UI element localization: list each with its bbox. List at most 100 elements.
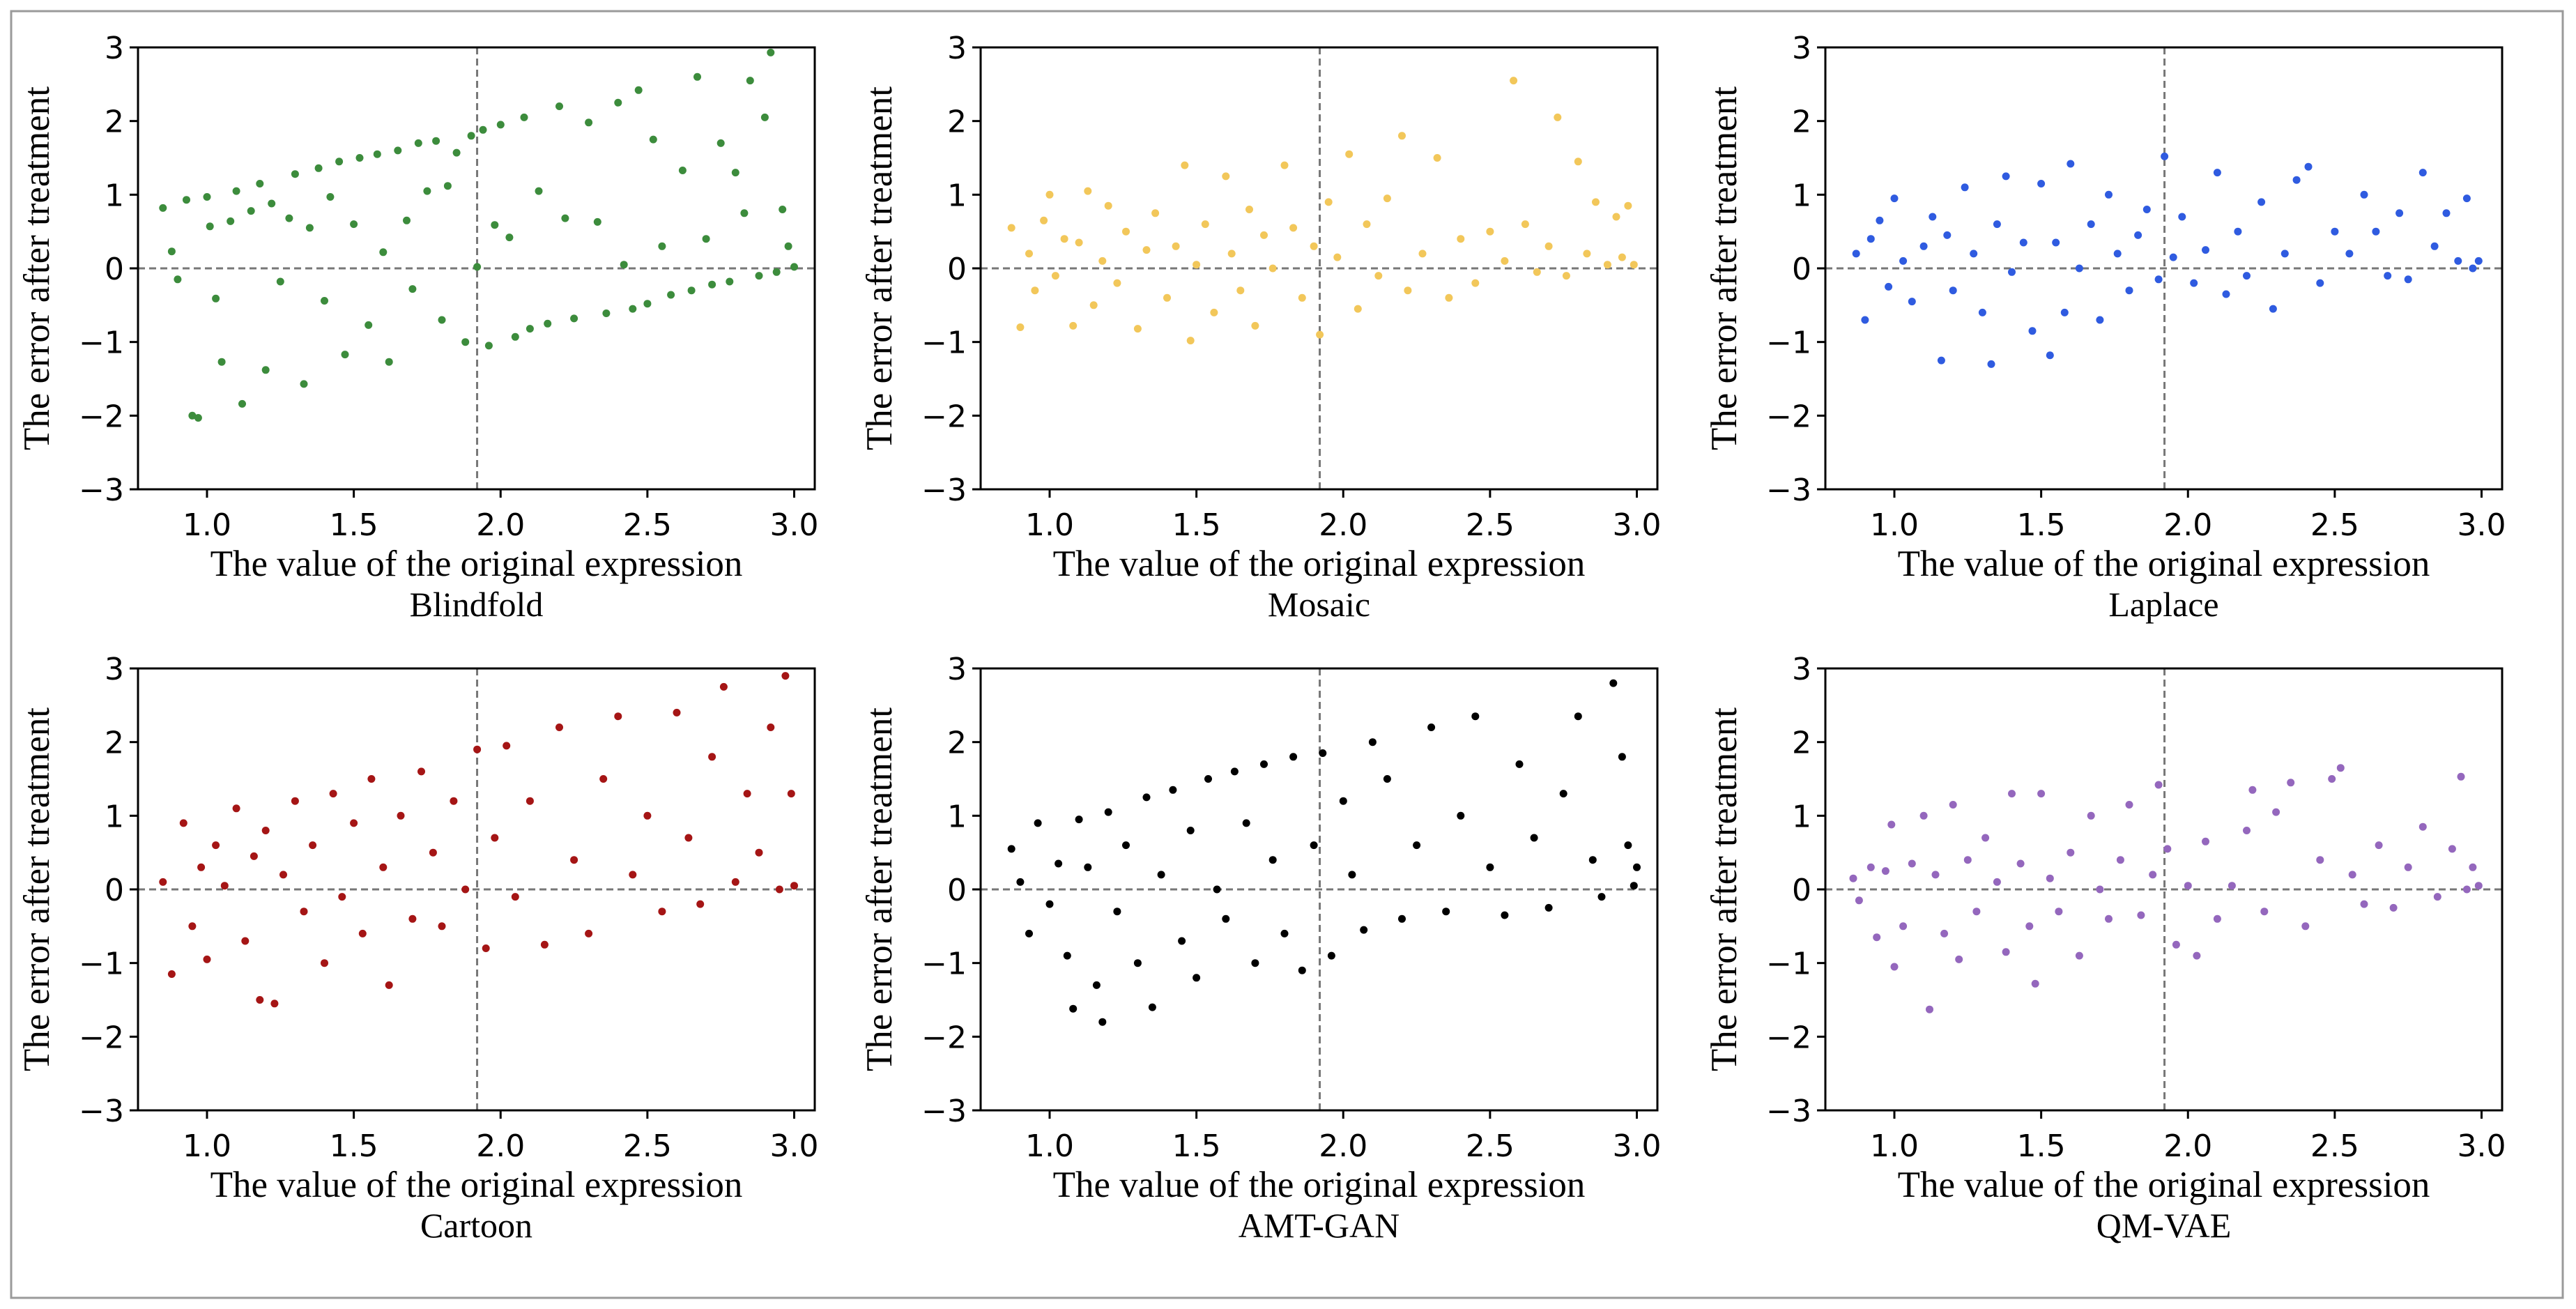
data-point <box>300 380 308 388</box>
data-point <box>309 841 317 850</box>
data-point <box>452 148 461 157</box>
data-point <box>1236 286 1245 295</box>
data-point <box>2116 856 2124 864</box>
data-point <box>614 712 622 721</box>
data-point <box>217 358 226 366</box>
data-point <box>2016 859 2025 868</box>
data-point <box>167 247 176 256</box>
data-point <box>2301 922 2310 931</box>
data-point <box>673 708 681 717</box>
data-point <box>1993 878 2001 886</box>
data-point <box>484 342 493 350</box>
data-point <box>1849 874 1857 882</box>
data-point <box>2046 351 2054 360</box>
data-point <box>417 767 425 776</box>
data-point <box>1151 209 1160 217</box>
data-point <box>206 222 214 231</box>
data-point <box>643 811 652 820</box>
data-point <box>1515 760 1524 768</box>
x-tick-label: 3.0 <box>1613 507 1662 543</box>
data-point <box>2272 808 2280 816</box>
data-point <box>2404 275 2412 284</box>
x-tick-label: 2.0 <box>476 507 525 543</box>
data-point <box>2184 882 2192 890</box>
x-tick-label: 2.5 <box>2310 507 2359 543</box>
data-point <box>1260 760 1268 768</box>
data-point <box>1031 286 1039 295</box>
y-tick-label: 3 <box>105 31 124 66</box>
data-point <box>1034 819 1042 827</box>
y-tick-label: −3 <box>1766 473 1811 508</box>
data-point <box>526 797 534 805</box>
y-tick-label: 1 <box>947 178 967 213</box>
data-point <box>1163 293 1171 302</box>
data-point <box>314 164 323 172</box>
x-tick-label: 2.0 <box>2163 1128 2212 1164</box>
data-point <box>2375 841 2383 850</box>
data-point <box>1887 820 1896 829</box>
data-point <box>2316 856 2324 864</box>
data-point <box>1588 856 1597 864</box>
data-point <box>438 922 446 931</box>
data-point <box>1260 231 1268 239</box>
scatter-panel-cartoon: 1.0 1.5 2.0 2.5 3.0 −3 −2 −1 0 1 2 3 The value of th… <box>17 652 819 1245</box>
y-tick-label: −2 <box>921 1020 967 1055</box>
data-point <box>602 309 611 317</box>
data-point <box>1961 183 1969 192</box>
data-point <box>194 414 202 422</box>
x-axis-label: The value of the original expression <box>1898 544 2430 584</box>
data-point <box>247 207 255 215</box>
data-point <box>291 170 299 178</box>
y-tick-label: −1 <box>79 326 124 361</box>
y-tick-label: −1 <box>1766 326 1811 361</box>
y-tick-label: −2 <box>79 399 124 434</box>
data-point <box>1993 220 2001 229</box>
data-point <box>496 121 505 129</box>
data-point <box>2190 279 2198 287</box>
data-point <box>261 366 270 374</box>
data-point <box>1142 793 1151 802</box>
data-point <box>1574 158 1582 166</box>
data-point <box>2028 327 2037 335</box>
data-point <box>1603 261 1611 269</box>
data-point <box>1949 286 1957 295</box>
data-point <box>1383 775 1391 783</box>
data-point <box>321 297 328 305</box>
data-point <box>350 819 358 827</box>
x-tick-label: 1.0 <box>183 507 231 543</box>
data-point <box>1544 242 1553 250</box>
data-point <box>2360 900 2368 908</box>
data-point <box>329 790 337 798</box>
data-point <box>473 263 482 271</box>
y-tick-label: 1 <box>105 799 124 834</box>
data-point <box>491 221 499 229</box>
data-point <box>2328 775 2336 783</box>
data-point <box>746 77 754 85</box>
data-point <box>2430 242 2439 250</box>
data-point <box>238 399 246 408</box>
data-point <box>1876 216 1884 224</box>
data-point <box>1501 257 1509 265</box>
data-point <box>544 319 552 328</box>
x-tick-label: 2.5 <box>2310 1128 2359 1164</box>
data-point <box>1289 224 1298 232</box>
data-point <box>1618 753 1626 761</box>
x-axis-label: The value of the original expression <box>1053 1165 1586 1205</box>
data-point <box>1885 282 1893 291</box>
data-point <box>1098 257 1107 265</box>
data-point <box>1186 337 1195 345</box>
data-point <box>2316 279 2324 287</box>
data-point <box>1268 264 1277 273</box>
data-point <box>1060 235 1068 243</box>
data-point <box>1559 790 1567 798</box>
data-point <box>1230 767 1239 776</box>
data-point <box>2433 893 2441 901</box>
data-point <box>2037 790 2046 798</box>
data-point <box>326 193 335 201</box>
panel-subtitle: Blindfold <box>410 585 544 624</box>
y-axis-label: The error after treatment <box>17 707 57 1072</box>
data-point <box>731 169 739 177</box>
data-point <box>1280 161 1289 169</box>
data-point <box>2269 305 2277 313</box>
